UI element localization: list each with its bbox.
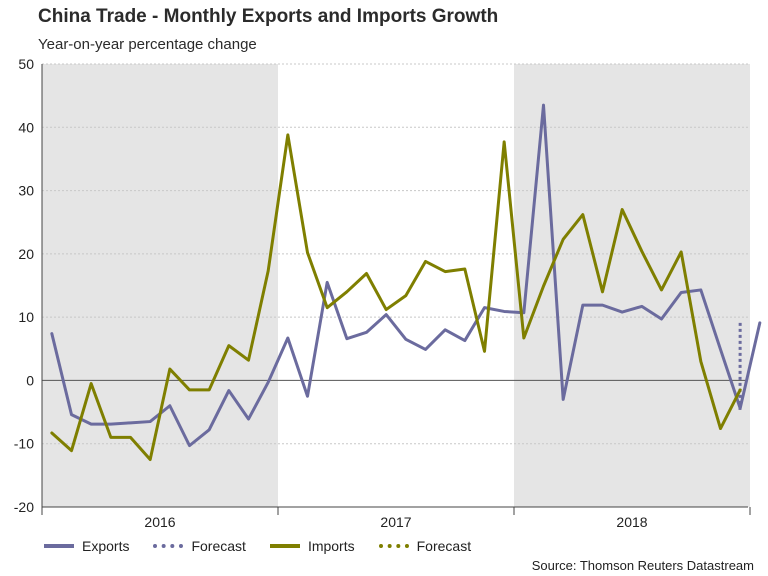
x-tick-label-2016: 2016 [144,514,175,530]
legend-label-imports: Imports [307,538,355,554]
series-line-imports [50,133,742,462]
legend: Exports Forecast Imports Forecast [44,538,495,554]
legend-label-imports-forecast: Forecast [416,538,472,554]
legend-item-imports-forecast: Forecast [378,538,472,554]
x-tick-label-2017: 2017 [380,514,411,530]
shade-band-2018 [514,64,750,507]
chart-title: China Trade - Monthly Exports and Import… [38,6,499,27]
y-tick-label: 20 [18,246,34,262]
y-tick-label: 50 [18,56,34,72]
legend-swatch-exports [44,544,74,548]
y-tick-label: 0 [26,372,34,388]
legend-item-exports: Exports [44,538,129,554]
legend-item-exports-forecast: Forecast [153,538,246,554]
chart-subtitle: Year-on-year percentage change [38,36,257,53]
y-tick-label: -10 [14,436,34,452]
y-tick-label: -20 [14,499,34,515]
series-line-exports [50,103,762,448]
x-tick-label-2018: 2018 [616,514,647,530]
shade-band-2016 [42,64,278,507]
legend-swatch-exports-forecast [153,544,184,548]
legend-item-imports: Imports [269,538,355,554]
y-tick-label: 10 [18,309,34,325]
y-tick-label: 40 [18,119,34,135]
y-tick-label: 30 [18,183,34,199]
legend-swatch-imports [269,544,300,548]
legend-swatch-imports-forecast [378,544,409,548]
source-note: Source: Thomson Reuters Datastream [531,558,754,573]
legend-label-exports: Exports [82,538,130,554]
legend-label-exports-forecast: Forecast [191,538,246,554]
